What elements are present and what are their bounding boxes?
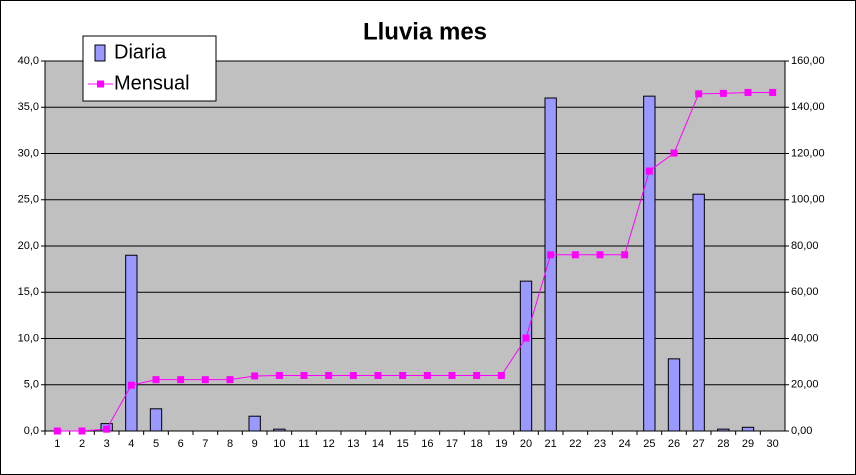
bar [643,95,656,432]
y2-tick-label: 60,00 [791,286,819,298]
x-tick-label: 17 [446,438,458,450]
y2-tick-label: 40,00 [791,332,819,344]
x-tick-label: 26 [668,438,680,450]
y-tick-label: 15,0 [18,286,39,298]
legend-swatch [97,80,104,88]
line-marker [127,381,135,389]
line-marker [547,251,555,259]
line-marker [349,372,357,379]
y-tick-label: 5,0 [24,379,39,391]
x-tick-label: 24 [619,438,631,450]
y-tick-label: 40,0 [18,55,39,67]
bar [717,428,730,432]
y2-tick-label: 80,00 [791,240,819,252]
line-marker [423,372,431,379]
line-marker [78,427,86,435]
x-tick-label: 19 [495,438,507,450]
x-tick-label: 30 [767,438,779,450]
x-tick-label: 3 [104,438,110,450]
line-marker [719,89,727,97]
x-tick-label: 21 [545,438,557,450]
bar [248,415,261,432]
x-tick-label: 29 [742,438,754,450]
line-marker [596,251,604,259]
legend-swatch [94,44,106,62]
line-marker [275,372,283,379]
bar [149,408,163,432]
x-tick-label: 27 [693,438,705,450]
x-tick-label: 8 [227,438,233,450]
x-tick-label: 15 [397,438,409,450]
y2-tick-label: 120,00 [791,147,825,159]
bar [741,426,755,432]
line-marker [448,372,456,379]
x-tick-label: 25 [643,438,655,450]
chart-title: Lluvia mes [363,18,487,45]
bar [692,193,705,432]
x-tick-label: 13 [347,438,359,450]
line-marker [53,427,61,435]
x-tick-label: 11 [298,438,309,450]
line-marker [251,372,259,380]
x-tick-label: 18 [471,438,483,450]
line-marker [522,334,530,342]
x-tick-label: 5 [153,438,159,450]
line-marker [645,167,653,175]
y-tick-label: 25,0 [18,194,39,206]
line-marker [399,372,407,379]
y2-tick-label: 20,00 [791,379,819,391]
x-tick-label: 14 [372,438,384,450]
line-marker [744,88,752,96]
y2-tick-label: 160,00 [791,55,825,67]
bar [544,97,557,432]
x-tick-label: 20 [520,438,532,450]
line-marker [621,251,629,259]
line-marker [695,90,703,98]
line [57,91,773,432]
bar [273,428,286,432]
line-marker [571,251,579,259]
line-marker [177,376,185,384]
y2-tick-label: 0,00 [791,425,812,437]
x-tick-label: 22 [569,438,581,450]
x-tick-label: 2 [79,438,85,450]
y-tick-label: 30,0 [18,147,39,159]
legend-label: Mensual [114,72,190,94]
legend-label: Diaria [114,41,167,63]
line-marker [201,376,209,384]
x-tick-label: 10 [273,438,285,450]
x-tick-label: 28 [717,438,729,450]
line-marker [300,372,308,379]
line-marker [497,372,505,379]
x-tick-label: 6 [178,438,184,450]
x-tick-label: 12 [323,438,335,450]
line-marker [473,372,481,379]
bar [667,358,681,432]
line-marker [226,376,234,384]
line-marker [152,376,160,384]
y-tick-label: 10,0 [18,332,39,344]
line-marker [769,88,777,96]
x-tick-label: 9 [252,438,258,450]
x-tick-label: 23 [594,438,606,450]
line-marker [670,149,678,157]
line-marker [325,372,333,379]
y-tick-label: 20,0 [18,240,39,252]
x-tick-label: 4 [128,438,134,450]
y-tick-label: 0,0 [24,425,39,437]
line-marker [103,425,111,433]
y2-tick-label: 140,00 [791,101,825,113]
x-tick-label: 1 [54,438,60,450]
bar [125,254,138,432]
line-marker [374,372,382,379]
x-tick-label: 7 [202,438,208,450]
bar [519,280,533,432]
y2-tick-label: 100,00 [791,194,825,206]
y-tick-label: 35,0 [18,101,39,113]
x-tick-label: 16 [421,438,433,450]
